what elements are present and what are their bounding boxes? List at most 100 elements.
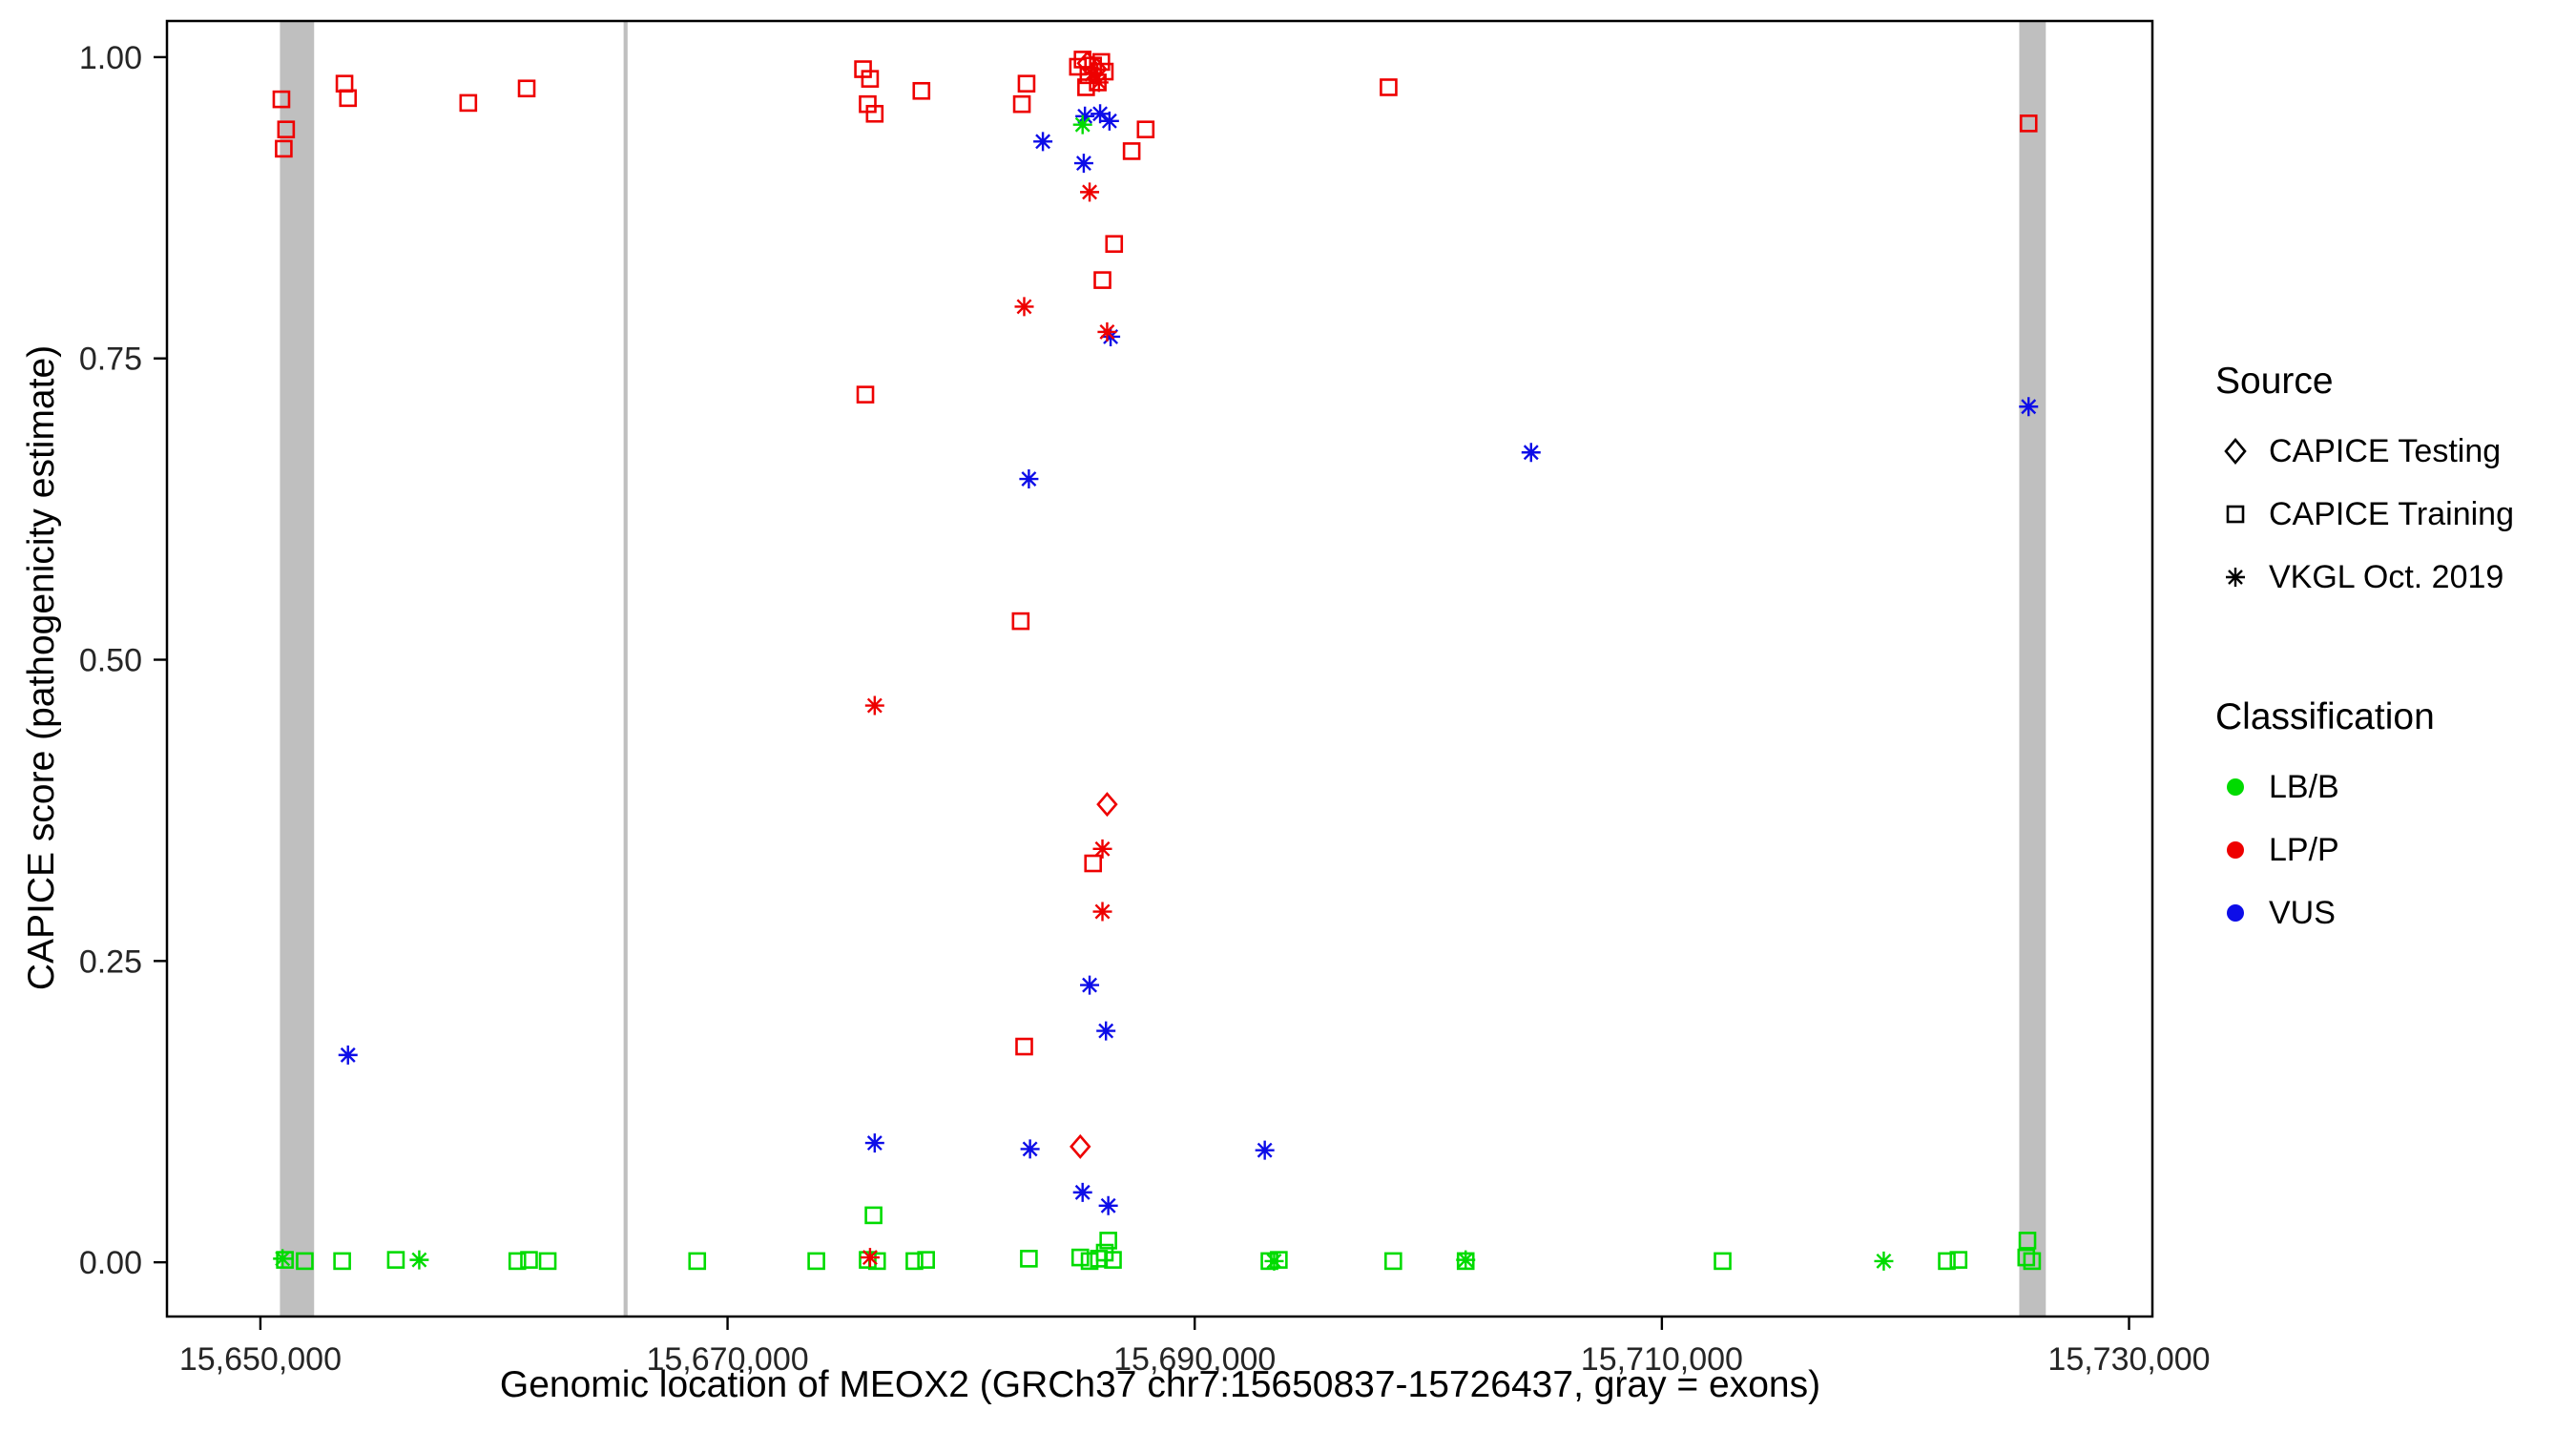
data-point-square bbox=[333, 1252, 351, 1271]
data-point-asterisk bbox=[1264, 1251, 1284, 1271]
x-tick-label: 15,730,000 bbox=[2047, 1341, 2210, 1378]
data-point-square bbox=[1384, 1252, 1402, 1271]
blue-dot-icon bbox=[2215, 893, 2269, 933]
x-tick-label: 15,650,000 bbox=[179, 1341, 342, 1378]
data-point-square bbox=[459, 93, 478, 113]
data-point-square bbox=[1104, 1251, 1122, 1269]
data-point-asterisk bbox=[1033, 132, 1053, 152]
data-point-square bbox=[275, 139, 293, 158]
data-point-square bbox=[1012, 94, 1031, 114]
data-point-square bbox=[865, 104, 884, 123]
data-point-square bbox=[2019, 114, 2038, 133]
asterisk-icon bbox=[2215, 557, 2269, 597]
data-point-square bbox=[864, 1206, 883, 1225]
data-point-asterisk bbox=[1073, 154, 1093, 174]
data-point-square bbox=[517, 79, 536, 98]
legend-item-label: CAPICE Testing bbox=[2269, 432, 2502, 469]
data-point-asterisk bbox=[2019, 397, 2039, 417]
exon-region bbox=[280, 21, 315, 1317]
data-point-asterisk bbox=[1014, 297, 1034, 317]
data-point-square bbox=[1011, 612, 1030, 631]
exon-region bbox=[2019, 21, 2046, 1317]
data-point-asterisk bbox=[1075, 106, 1095, 126]
data-point-asterisk bbox=[1019, 469, 1039, 489]
data-point-asterisk bbox=[409, 1250, 429, 1270]
data-point-square bbox=[272, 90, 291, 109]
data-point-square bbox=[1122, 142, 1141, 160]
y-tick-label: 0.25 bbox=[79, 944, 142, 980]
data-point-square bbox=[856, 385, 875, 404]
data-point-asterisk bbox=[273, 1249, 293, 1269]
data-point-square bbox=[2023, 1252, 2042, 1271]
legend-group-source: Source CAPICE Testing CAPICE Training VK… bbox=[2215, 361, 2568, 597]
data-point-square bbox=[1714, 1252, 1732, 1271]
data-point-square bbox=[1380, 78, 1398, 96]
legend-item-vkgl: VKGL Oct. 2019 bbox=[2215, 557, 2568, 597]
data-point-square bbox=[1105, 235, 1124, 254]
data-point-square bbox=[2017, 1248, 2036, 1267]
data-point-square bbox=[335, 74, 354, 93]
data-point-diamond bbox=[1096, 792, 1118, 818]
data-point-square bbox=[296, 1252, 314, 1271]
data-point-square bbox=[1020, 1250, 1038, 1268]
x-tick-label: 15,690,000 bbox=[1113, 1341, 1276, 1378]
data-point-square bbox=[859, 1251, 877, 1269]
data-point-asterisk bbox=[1098, 1195, 1118, 1215]
data-point-square bbox=[538, 1252, 557, 1271]
legend-group-classification: Classification LB/B LP/P VUS bbox=[2215, 696, 2568, 933]
diamond-icon bbox=[2215, 431, 2269, 471]
data-point-square bbox=[2018, 1232, 2037, 1250]
x-tick-label: 15,710,000 bbox=[1581, 1341, 1743, 1378]
data-point-asterisk bbox=[864, 695, 884, 716]
data-point-square bbox=[1091, 52, 1111, 72]
data-point-square bbox=[276, 1251, 294, 1269]
legend-classification-title: Classification bbox=[2215, 696, 2435, 737]
data-point-asterisk bbox=[1080, 182, 1100, 202]
legend-item-label: LP/P bbox=[2269, 831, 2339, 868]
legend-item-label: CAPICE Training bbox=[2269, 495, 2514, 532]
legend: Source CAPICE Testing CAPICE Training VK… bbox=[2215, 361, 2568, 956]
legend-item-vus: VUS bbox=[2215, 893, 2568, 933]
data-point-square bbox=[1136, 120, 1155, 138]
data-point-square bbox=[688, 1252, 707, 1271]
legend-item-label: VUS bbox=[2269, 894, 2336, 931]
data-point-square bbox=[1270, 1251, 1288, 1269]
data-point-square bbox=[807, 1252, 825, 1271]
data-point-square bbox=[861, 70, 880, 88]
x-axis-title: Genomic location of MEOX2 (GRCh37 chr7:1… bbox=[499, 1364, 1821, 1405]
square-icon bbox=[2215, 494, 2269, 534]
y-tick-label: 1.00 bbox=[79, 40, 142, 76]
legend-source-title: Source bbox=[2215, 361, 2334, 402]
data-point-asterisk bbox=[1072, 114, 1092, 135]
red-dot-icon bbox=[2215, 830, 2269, 870]
data-point-asterisk bbox=[1020, 1139, 1040, 1159]
data-point-square bbox=[520, 1251, 538, 1269]
data-point-square bbox=[1938, 1252, 1956, 1271]
data-point-square bbox=[917, 1251, 935, 1269]
data-point-asterisk bbox=[1082, 64, 1102, 84]
legend-item-lpp: LP/P bbox=[2215, 830, 2568, 870]
data-point-asterisk bbox=[1456, 1250, 1476, 1270]
data-point-square bbox=[1090, 1250, 1109, 1268]
data-point-asterisk bbox=[1099, 111, 1119, 131]
data-point-asterisk bbox=[1092, 839, 1112, 859]
y-tick-label: 0.00 bbox=[79, 1245, 142, 1281]
data-point-asterisk bbox=[1874, 1251, 1894, 1271]
data-point-square bbox=[277, 120, 296, 138]
data-point-asterisk bbox=[864, 1133, 884, 1153]
x-tick-label: 15,670,000 bbox=[646, 1341, 808, 1378]
data-point-square bbox=[1949, 1251, 1968, 1269]
data-point-asterisk bbox=[338, 1045, 358, 1065]
data-point-asterisk bbox=[1080, 975, 1100, 995]
plot-panel-border bbox=[165, 19, 2154, 1318]
data-point-square bbox=[508, 1252, 527, 1271]
y-axis-title: CAPICE score (pathogenicity estimate) bbox=[21, 344, 62, 991]
data-point-square bbox=[1095, 62, 1114, 81]
data-point-asterisk bbox=[1089, 73, 1109, 93]
y-tick-label: 0.50 bbox=[79, 643, 142, 679]
data-point-asterisk bbox=[1092, 902, 1112, 922]
exon-region bbox=[623, 21, 628, 1317]
data-point-square bbox=[339, 89, 358, 108]
